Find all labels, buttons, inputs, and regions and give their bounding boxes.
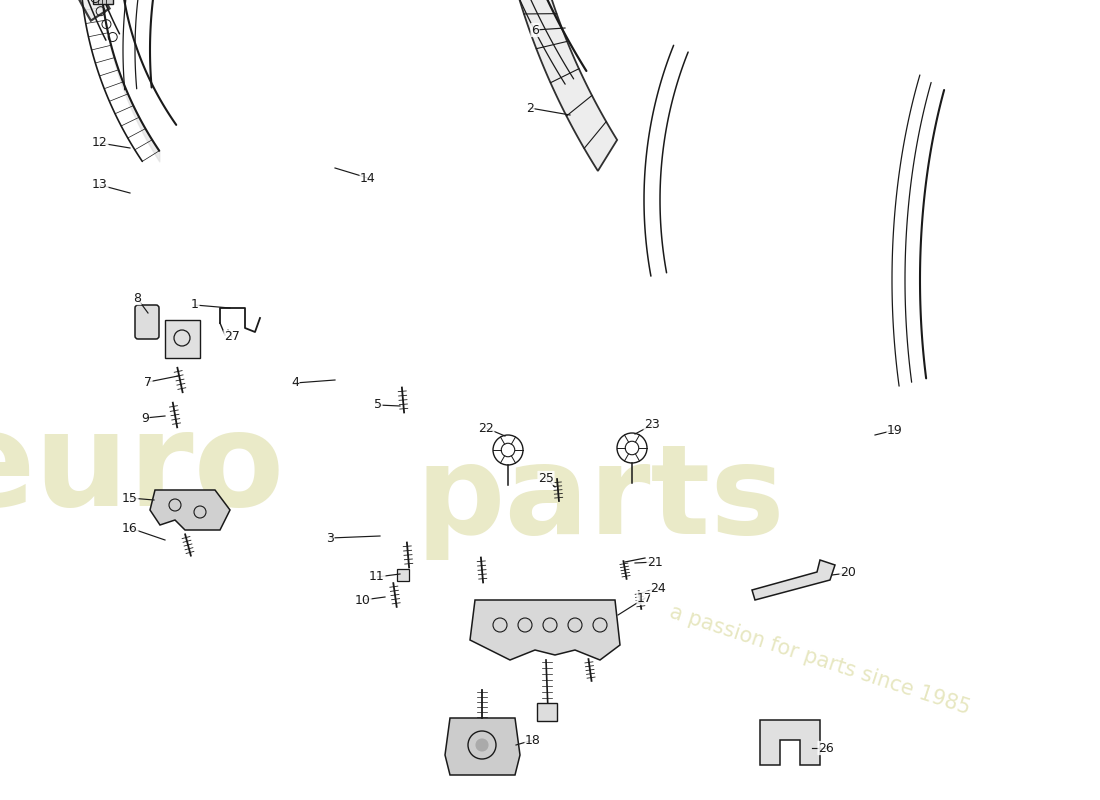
Text: 4: 4 (292, 377, 299, 390)
Text: 10: 10 (355, 594, 371, 606)
Text: a passion for parts since 1985: a passion for parts since 1985 (667, 602, 972, 718)
Text: 17: 17 (637, 591, 653, 605)
Text: 2: 2 (526, 102, 534, 114)
Polygon shape (446, 718, 520, 775)
Circle shape (476, 739, 488, 751)
Text: 11: 11 (370, 570, 385, 583)
Text: 7: 7 (144, 375, 152, 389)
FancyBboxPatch shape (537, 703, 557, 721)
FancyBboxPatch shape (397, 569, 409, 581)
Text: 1: 1 (191, 298, 199, 311)
Text: 5: 5 (374, 398, 382, 411)
Text: 26: 26 (818, 742, 834, 754)
Text: 25: 25 (538, 471, 554, 485)
Text: 19: 19 (887, 423, 903, 437)
Polygon shape (165, 320, 200, 358)
Polygon shape (752, 560, 835, 600)
Text: 27: 27 (224, 330, 240, 343)
Text: 8: 8 (133, 291, 141, 305)
Polygon shape (760, 720, 820, 765)
Polygon shape (150, 490, 230, 530)
Polygon shape (490, 0, 617, 171)
Polygon shape (30, 0, 110, 21)
Text: 12: 12 (92, 137, 108, 150)
FancyBboxPatch shape (135, 305, 160, 339)
Text: 13: 13 (92, 178, 108, 191)
Text: 22: 22 (478, 422, 494, 434)
Text: 21: 21 (647, 555, 663, 569)
Text: euro: euro (0, 406, 285, 534)
Text: 3: 3 (326, 531, 334, 545)
Text: 15: 15 (122, 491, 138, 505)
Text: 16: 16 (122, 522, 138, 534)
Text: parts: parts (415, 439, 784, 561)
Text: 24: 24 (650, 582, 666, 594)
Polygon shape (470, 600, 620, 660)
Text: 14: 14 (360, 171, 376, 185)
Text: 9: 9 (141, 411, 149, 425)
Text: 20: 20 (840, 566, 856, 579)
FancyBboxPatch shape (92, 0, 113, 4)
Text: 6: 6 (531, 23, 539, 37)
Text: 18: 18 (525, 734, 541, 746)
Text: 23: 23 (645, 418, 660, 431)
